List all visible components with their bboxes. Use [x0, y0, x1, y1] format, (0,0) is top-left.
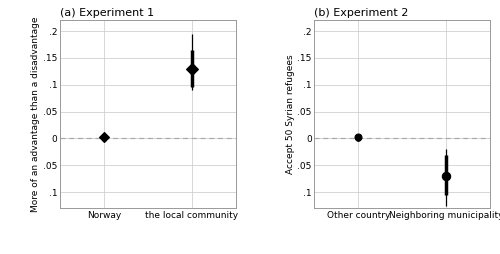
Text: (b) Experiment 2: (b) Experiment 2: [314, 8, 409, 18]
Y-axis label: More of an advantage than a disadvantage: More of an advantage than a disadvantage: [31, 17, 40, 212]
Y-axis label: Accept 50 Syrian refugees: Accept 50 Syrian refugees: [286, 55, 294, 174]
Text: (a) Experiment 1: (a) Experiment 1: [60, 8, 154, 18]
